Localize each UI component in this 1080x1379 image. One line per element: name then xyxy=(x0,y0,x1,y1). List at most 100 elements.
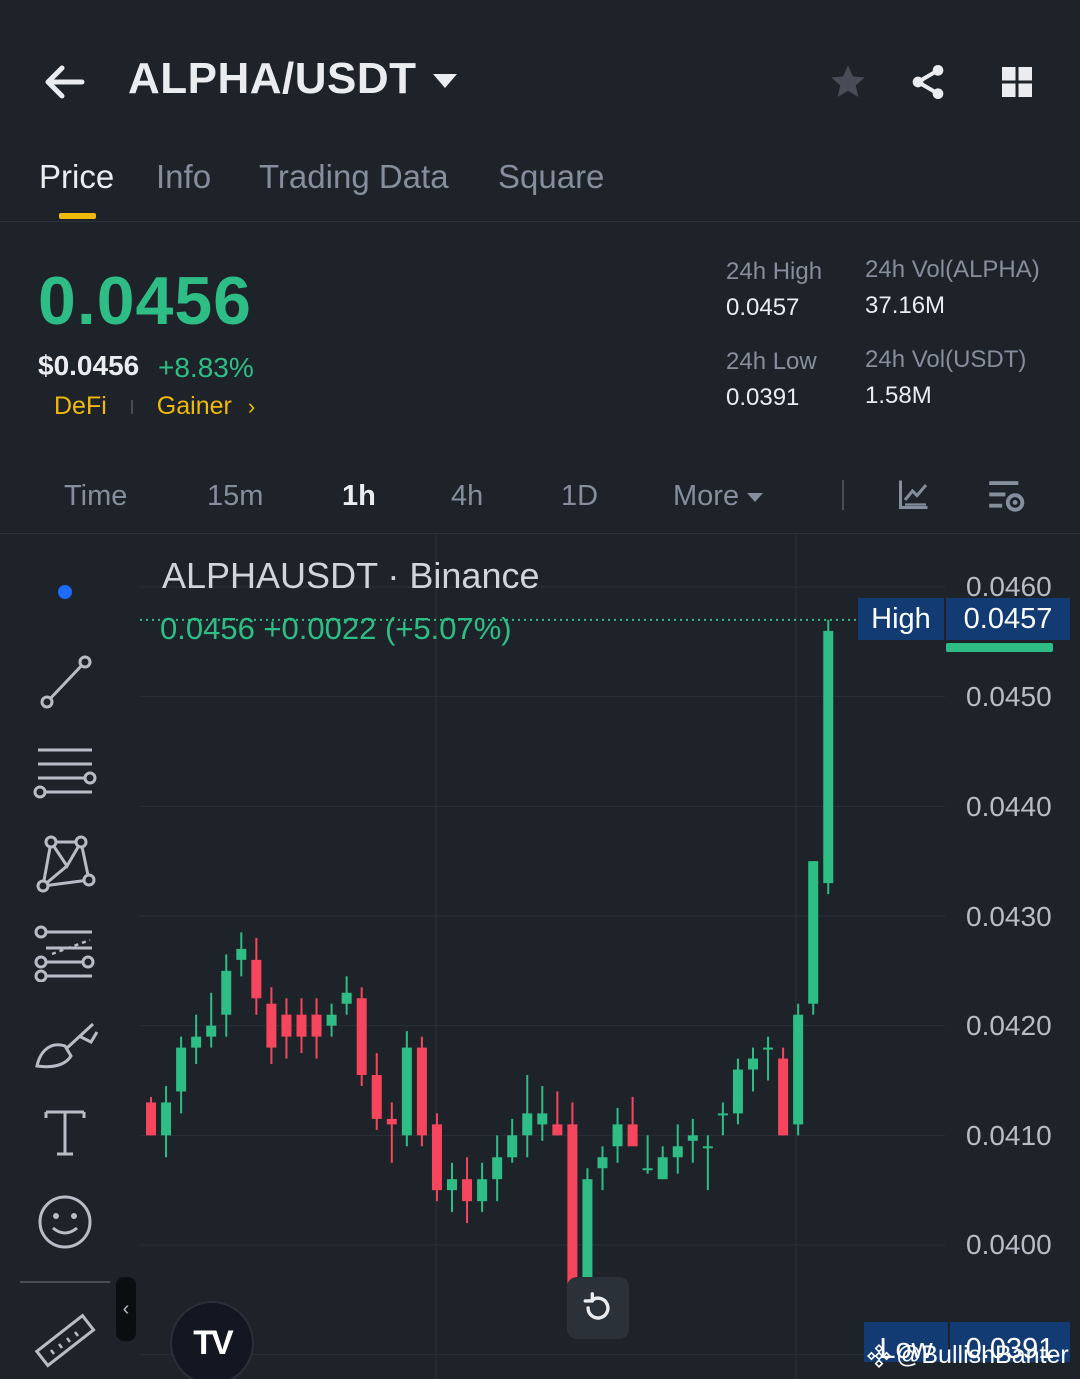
header: ALPHA/USDT xyxy=(0,0,1080,160)
usd-price: $0.0456 xyxy=(38,350,140,381)
grid-icon[interactable] xyxy=(993,58,1041,106)
tab-price[interactable]: Price xyxy=(39,158,115,195)
candle-body xyxy=(537,1113,548,1125)
candle-body xyxy=(221,970,232,1015)
candle-body xyxy=(672,1146,683,1158)
last-price-marker xyxy=(946,643,1053,652)
interval-more[interactable]: More xyxy=(673,480,764,513)
candle-body xyxy=(552,1124,563,1136)
candle-body xyxy=(161,1102,172,1136)
indicator-chart-icon[interactable] xyxy=(896,476,936,516)
caret-down-icon xyxy=(747,492,764,502)
candle-body xyxy=(401,1047,412,1136)
y-tick-label: 0.0460 xyxy=(966,571,1052,602)
stat-24h-low-value: 0.0391 xyxy=(726,384,800,411)
candle-body xyxy=(146,1102,156,1136)
candle-body xyxy=(416,1047,427,1136)
pair-selector[interactable]: ALPHA/USDT xyxy=(128,54,457,104)
tradingview-logo: TV xyxy=(170,1301,254,1379)
tag-gainer[interactable]: Gainer xyxy=(156,392,232,420)
collapse-toolbar-icon[interactable]: ‹ xyxy=(116,1277,136,1341)
last-price: 0.0456 xyxy=(38,263,252,339)
cursor-dot xyxy=(58,585,72,599)
candle-body xyxy=(386,1118,397,1125)
interval-4h[interactable]: 4h xyxy=(451,480,484,512)
toolbar-divider xyxy=(20,1281,110,1283)
interval-more-label: More xyxy=(673,480,740,512)
candle-body xyxy=(236,948,247,960)
back-arrow-icon[interactable] xyxy=(36,56,92,108)
y-tick-label: 0.0410 xyxy=(966,1120,1052,1151)
tab-trading-data[interactable]: Trading Data xyxy=(259,158,449,195)
tab-square[interactable]: Square xyxy=(498,158,605,195)
candle-body xyxy=(206,1025,217,1037)
tab-bar: Price Info Trading Data Square xyxy=(0,150,1080,222)
tag-defi[interactable]: DeFi xyxy=(54,392,107,420)
watermark: @BullishBanter xyxy=(866,1341,1069,1370)
pattern-icon[interactable] xyxy=(30,827,100,897)
tag-separator xyxy=(130,399,133,414)
chart-ohlc-readout: 0.0456 +0.0022 (+5.07%) xyxy=(160,611,512,646)
interval-1h[interactable]: 1h xyxy=(342,480,376,512)
candle-body xyxy=(582,1179,593,1300)
candle-body xyxy=(732,1069,743,1114)
caret-down-icon xyxy=(432,74,457,88)
candle-body xyxy=(657,1157,668,1180)
stat-24h-high-value: 0.0457 xyxy=(726,294,800,321)
candle-body xyxy=(492,1157,503,1180)
candle-body xyxy=(642,1168,653,1171)
candle-body xyxy=(823,630,834,884)
interval-15m[interactable]: 15m xyxy=(207,480,264,512)
tab-info[interactable]: Info xyxy=(156,158,212,195)
emoji-icon[interactable] xyxy=(30,1187,100,1257)
candlestick-chart[interactable] xyxy=(0,535,1080,1379)
chart-area[interactable]: ALPHAUSDT · Binance 0.0456 +0.0022 (+5.0… xyxy=(0,535,1080,1379)
star-icon[interactable] xyxy=(824,58,872,106)
y-tick-label: 0.0450 xyxy=(966,681,1052,712)
y-tick-label: 0.0400 xyxy=(966,1229,1052,1260)
chevron-right-icon[interactable]: › xyxy=(247,393,256,419)
active-tab-indicator xyxy=(59,213,96,219)
y-tick-label: 0.0430 xyxy=(966,901,1052,932)
candle-body xyxy=(462,1179,473,1202)
interval-divider xyxy=(842,480,844,510)
text-icon[interactable] xyxy=(30,1097,100,1167)
candle-body xyxy=(808,861,819,1004)
candle-body xyxy=(431,1124,442,1191)
share-icon[interactable] xyxy=(904,58,952,106)
candle-body xyxy=(447,1179,457,1191)
candle-body xyxy=(567,1124,578,1300)
candle-body xyxy=(763,1047,774,1050)
candle-body xyxy=(266,1003,277,1048)
chart-settings-icon[interactable] xyxy=(986,476,1030,516)
candle-body xyxy=(597,1157,608,1169)
tag-row: DeFi Gainer › xyxy=(54,392,255,421)
candle-body xyxy=(507,1135,518,1158)
brush-icon[interactable] xyxy=(30,1007,100,1077)
binance-logo-icon xyxy=(867,1343,891,1368)
high-marker-label: High xyxy=(858,598,944,640)
trend-line-icon[interactable] xyxy=(30,647,100,717)
candle-body xyxy=(702,1146,713,1149)
horizontal-lines-icon[interactable] xyxy=(30,737,100,807)
stat-24h-vol-usdt-value: 1.58M xyxy=(865,382,932,409)
ruler-icon[interactable] xyxy=(30,1307,100,1377)
y-tick-label: 0.0420 xyxy=(966,1010,1052,1041)
candle-body xyxy=(176,1047,187,1092)
low-marker-value: 0.0391 xyxy=(950,1322,1070,1362)
candle-body xyxy=(748,1058,758,1070)
candle-body xyxy=(793,1014,804,1125)
change-percent: +8.83% xyxy=(158,352,254,383)
candle-body xyxy=(687,1135,698,1141)
candle-body xyxy=(341,992,352,1004)
reset-chart-icon[interactable] xyxy=(567,1277,629,1339)
stat-24h-vol-alpha-label: 24h Vol(ALPHA) xyxy=(865,256,1040,283)
candle-body xyxy=(191,1036,202,1048)
chart-symbol-title: ALPHAUSDT · Binance xyxy=(162,555,540,596)
interval-time[interactable]: Time xyxy=(64,480,128,512)
stat-24h-vol-alpha-value: 37.16M xyxy=(865,292,946,319)
fib-icon[interactable] xyxy=(30,917,100,987)
interval-1d[interactable]: 1D xyxy=(561,480,599,512)
y-tick-label: 0.0440 xyxy=(966,791,1052,822)
candle-body xyxy=(778,1058,789,1136)
